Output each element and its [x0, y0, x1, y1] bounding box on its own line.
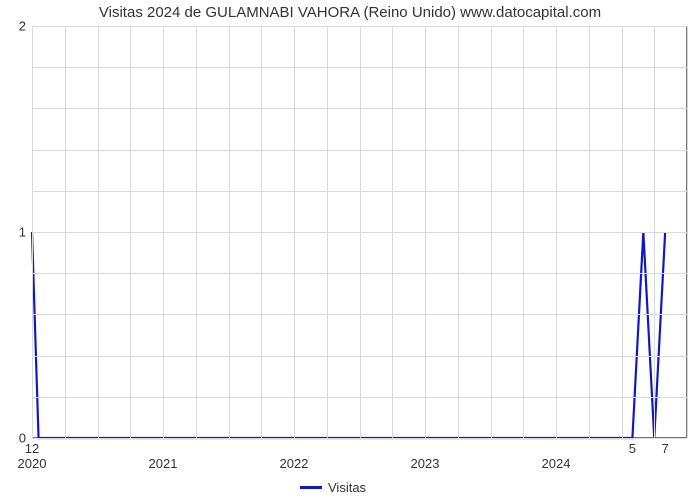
gridline-vertical-minor — [261, 26, 262, 438]
gridline-vertical-minor — [392, 26, 393, 438]
plot-area: 012202020212022202320241257 — [32, 26, 687, 438]
legend: Visitas — [300, 480, 366, 495]
x-tick-label: 2022 — [280, 456, 309, 471]
x-sub-label: 5 — [629, 441, 636, 456]
chart-container: Visitas 2024 de GULAMNABI VAHORA (Reino … — [0, 0, 700, 500]
gridline-vertical-minor — [327, 26, 328, 438]
y-tick-label: 2 — [19, 19, 26, 34]
gridline-vertical — [294, 26, 295, 438]
gridline-vertical — [687, 26, 688, 438]
legend-swatch — [300, 486, 322, 489]
gridline-vertical-minor — [360, 26, 361, 438]
gridline-vertical-minor — [196, 26, 197, 438]
legend-label: Visitas — [328, 480, 366, 495]
gridline-vertical-minor — [654, 26, 655, 438]
y-tick-label: 1 — [19, 225, 26, 240]
x-sub-label: 7 — [662, 441, 669, 456]
x-tick-label: 2020 — [18, 456, 47, 471]
gridline-vertical-minor — [523, 26, 524, 438]
gridline-horizontal — [32, 438, 687, 439]
gridline-vertical-minor — [589, 26, 590, 438]
gridline-vertical — [425, 26, 426, 438]
gridline-vertical-minor — [98, 26, 99, 438]
gridline-vertical — [163, 26, 164, 438]
x-tick-label: 2024 — [542, 456, 571, 471]
gridline-vertical-minor — [622, 26, 623, 438]
x-tick-label: 2023 — [411, 456, 440, 471]
gridline-vertical-minor — [229, 26, 230, 438]
chart-title: Visitas 2024 de GULAMNABI VAHORA (Reino … — [0, 4, 700, 21]
gridline-vertical-minor — [458, 26, 459, 438]
gridline-vertical-minor — [65, 26, 66, 438]
gridline-vertical — [32, 26, 33, 438]
gridline-vertical — [556, 26, 557, 438]
x-sub-label: 12 — [25, 441, 39, 456]
gridline-vertical-minor — [130, 26, 131, 438]
gridline-vertical-minor — [491, 26, 492, 438]
x-tick-label: 2021 — [149, 456, 178, 471]
